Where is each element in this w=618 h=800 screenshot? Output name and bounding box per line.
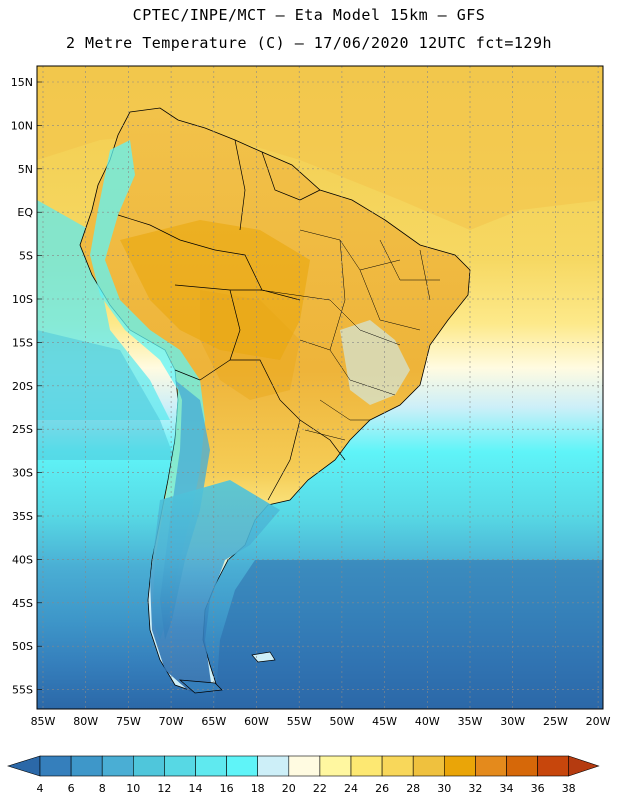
colorbar-label: 32 [468, 782, 482, 795]
colorbar-arrow-low [6, 755, 41, 777]
lon-label: 30W [500, 715, 525, 728]
amazon-warm-core [120, 220, 310, 360]
lat-label: EQ [17, 206, 33, 219]
colorbar-swatch [381, 755, 414, 777]
lon-label: 70W [159, 715, 184, 728]
colorbar-swatch [226, 755, 259, 777]
colorbar-swatch [70, 755, 103, 777]
south-atlantic-cold-band [215, 560, 603, 709]
lat-label: 35S [12, 510, 33, 523]
colorbar-label: 20 [282, 782, 296, 795]
lat-label: 5S [19, 250, 33, 263]
map-title: CPTEC/INPE/MCT – Eta Model 15km – GFS [132, 6, 486, 24]
colorbar-label: 26 [375, 782, 389, 795]
colorbar-label: 14 [189, 782, 203, 795]
country-borders [117, 139, 346, 501]
colorbar-label: 34 [500, 782, 514, 795]
lon-label: 55W [287, 715, 312, 728]
colorbar-label: 10 [126, 782, 140, 795]
colorbar-label: 30 [437, 782, 451, 795]
tropical-warm-zone [37, 66, 603, 230]
colorbar-swatch [412, 755, 445, 777]
graticule [37, 66, 603, 709]
central-warm-zone [200, 290, 300, 400]
lon-label: 45W [372, 715, 397, 728]
patagonia-cold-zone [150, 480, 280, 692]
colorbar-label: 6 [68, 782, 75, 795]
lon-label: 85W [31, 715, 56, 728]
colorbar-swatch [506, 755, 538, 777]
colorbar-swatch [350, 755, 383, 777]
colorbar-swatch [475, 755, 507, 777]
colorbar-label: 8 [99, 782, 106, 795]
colorbar-swatch [537, 755, 569, 777]
colorbar-swatch [288, 755, 321, 777]
lon-label: 75W [116, 715, 141, 728]
lon-label: 50W [329, 715, 354, 728]
colorbar-arrow-high [568, 755, 600, 777]
colorbar-label: 36 [531, 782, 545, 795]
lat-label: 10S [12, 293, 33, 306]
lon-label: 40W [415, 715, 440, 728]
colorbar-label: 24 [344, 782, 358, 795]
map-subtitle: 2 Metre Temperature (C) – 17/06/2020 12U… [65, 34, 553, 52]
lat-label: 5N [18, 163, 33, 176]
colorbar-label: 16 [220, 782, 234, 795]
colorbar: 4 6 8 10 12 14 16 18 20 22 24 26 28 30 32 34 36 38 [6, 755, 600, 795]
falkland-islands [251, 651, 276, 663]
map-field [37, 66, 603, 709]
lat-label: 15S [12, 336, 33, 349]
lon-label: 25W [543, 715, 568, 728]
lon-label: 65W [201, 715, 226, 728]
lon-label: 60W [244, 715, 269, 728]
colorbar-swatch [164, 755, 196, 777]
colorbar-swatch [319, 755, 352, 777]
pacific-cold-zone [37, 330, 175, 460]
longitude-labels: 85W 80W 75W 70W 65W 60W 55W 50W 45W 40W 35W 30W 25W 2… [31, 715, 611, 728]
colorbar-swatch [101, 755, 134, 777]
colorbar-label: 28 [406, 782, 420, 795]
colorbar-label: 38 [562, 782, 576, 795]
colorbar-swatch [443, 755, 476, 777]
colorbar-label: 12 [157, 782, 171, 795]
lat-label: 10N [11, 119, 33, 132]
southeast-cool-patch [340, 320, 410, 405]
lon-label: 35W [458, 715, 483, 728]
colorbar-swatch [133, 755, 165, 777]
lon-label: 20W [586, 715, 611, 728]
state-borders [259, 229, 440, 441]
tierra-del-fuego [178, 679, 223, 694]
lat-label: 15N [11, 76, 33, 89]
lat-label: 30S [12, 467, 33, 480]
lat-label: 20S [12, 380, 33, 393]
colorbar-swatch [39, 755, 72, 777]
latitude-labels: 15N 10N 5N EQ 5S 10S 15S 20S 25S 30S 35S 40S 45S 50S 5… [11, 76, 34, 697]
colorbar-label: 4 [37, 782, 44, 795]
lat-label: 55S [12, 684, 33, 697]
colorbar-swatch [257, 755, 290, 777]
colorbar-label: 22 [313, 782, 327, 795]
colorbar-swatch [195, 755, 227, 777]
lon-label: 80W [73, 715, 98, 728]
lat-label: 25S [12, 423, 33, 436]
plot-frame [36, 65, 604, 710]
colorbar-label: 18 [251, 782, 265, 795]
lat-label: 40S [12, 553, 33, 566]
lat-label: 50S [12, 640, 33, 653]
lat-label: 45S [12, 597, 33, 610]
